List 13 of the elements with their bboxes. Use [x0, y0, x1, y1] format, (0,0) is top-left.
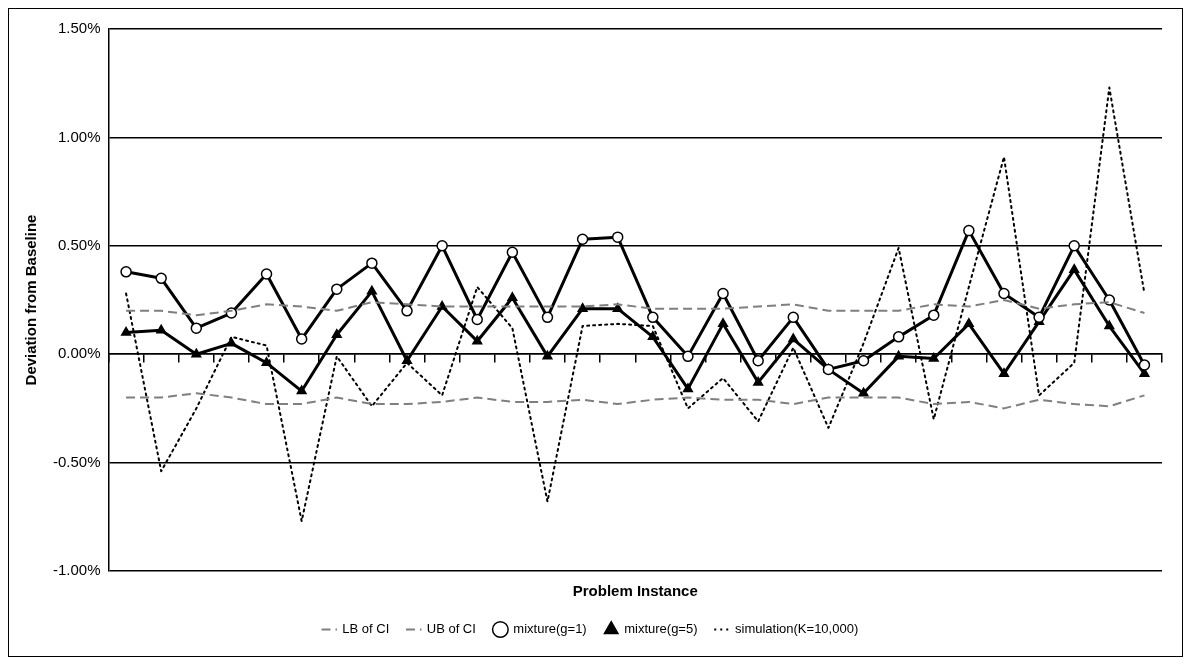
y-tick-label: 1.00% — [57, 127, 101, 145]
legend-label: mixture(g=1) — [513, 621, 587, 637]
legend-label: LB of CI — [342, 621, 390, 637]
legend-label: UB of CI — [426, 621, 476, 637]
y-tick-label: 0.50% — [57, 235, 101, 253]
y-tick-label: -1.00% — [53, 561, 101, 579]
y-tick-label: 1.50% — [57, 19, 101, 37]
y-axis-title: Deviation from Baseline — [22, 214, 40, 386]
legend-label: simulation(K=10,000) — [735, 621, 859, 637]
legend-label: mixture(g=5) — [624, 621, 698, 637]
x-axis-title: Problem Instance — [572, 582, 698, 600]
y-tick-label: -0.50% — [53, 452, 101, 470]
y-tick-label: 0.00% — [57, 344, 101, 362]
